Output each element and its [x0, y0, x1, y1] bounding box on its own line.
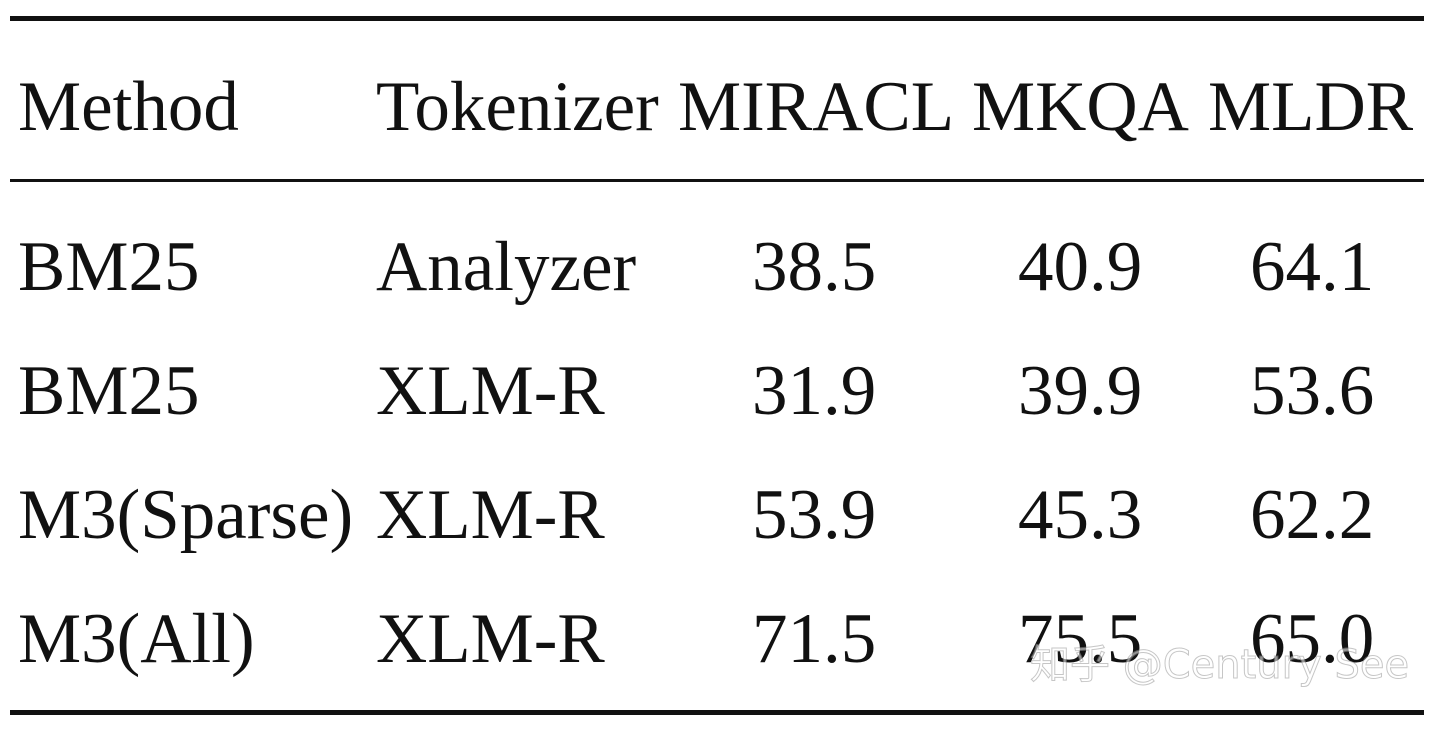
cell: 39.9	[1018, 352, 1142, 430]
cell: BM25	[18, 228, 200, 306]
cell: 75.5	[1018, 600, 1142, 678]
cell: Analyzer	[376, 228, 637, 306]
mid-rule	[10, 179, 1424, 182]
header-cell: MLDR	[1208, 68, 1414, 146]
cell: 65.0	[1250, 600, 1374, 678]
header-cell: Method	[18, 68, 239, 146]
cell: 40.9	[1018, 228, 1142, 306]
cell: 71.5	[752, 600, 876, 678]
cell: XLM-R	[376, 600, 605, 678]
cell: M3(Sparse)	[18, 476, 353, 554]
top-rule	[10, 16, 1424, 21]
cells: Method Tokenizer MIRACL MKQA MLDR BM25 Analyze…	[18, 68, 1414, 678]
cell: 31.9	[752, 352, 876, 430]
cell: 53.9	[752, 476, 876, 554]
cell: BM25	[18, 352, 200, 430]
bottom-rule	[10, 710, 1424, 715]
header-cell: MKQA	[972, 68, 1189, 146]
cell: 64.1	[1250, 228, 1374, 306]
cell: XLM-R	[376, 476, 605, 554]
watermark: 知乎 @Century See	[1030, 642, 1409, 688]
cell: 45.3	[1018, 476, 1142, 554]
cell: XLM-R	[376, 352, 605, 430]
cell: 38.5	[752, 228, 876, 306]
cell: M3(All)	[18, 600, 255, 678]
header-cell: MIRACL	[678, 68, 954, 146]
cell: 53.6	[1250, 352, 1374, 430]
header-cell: Tokenizer	[376, 68, 659, 146]
cell: 62.2	[1250, 476, 1374, 554]
